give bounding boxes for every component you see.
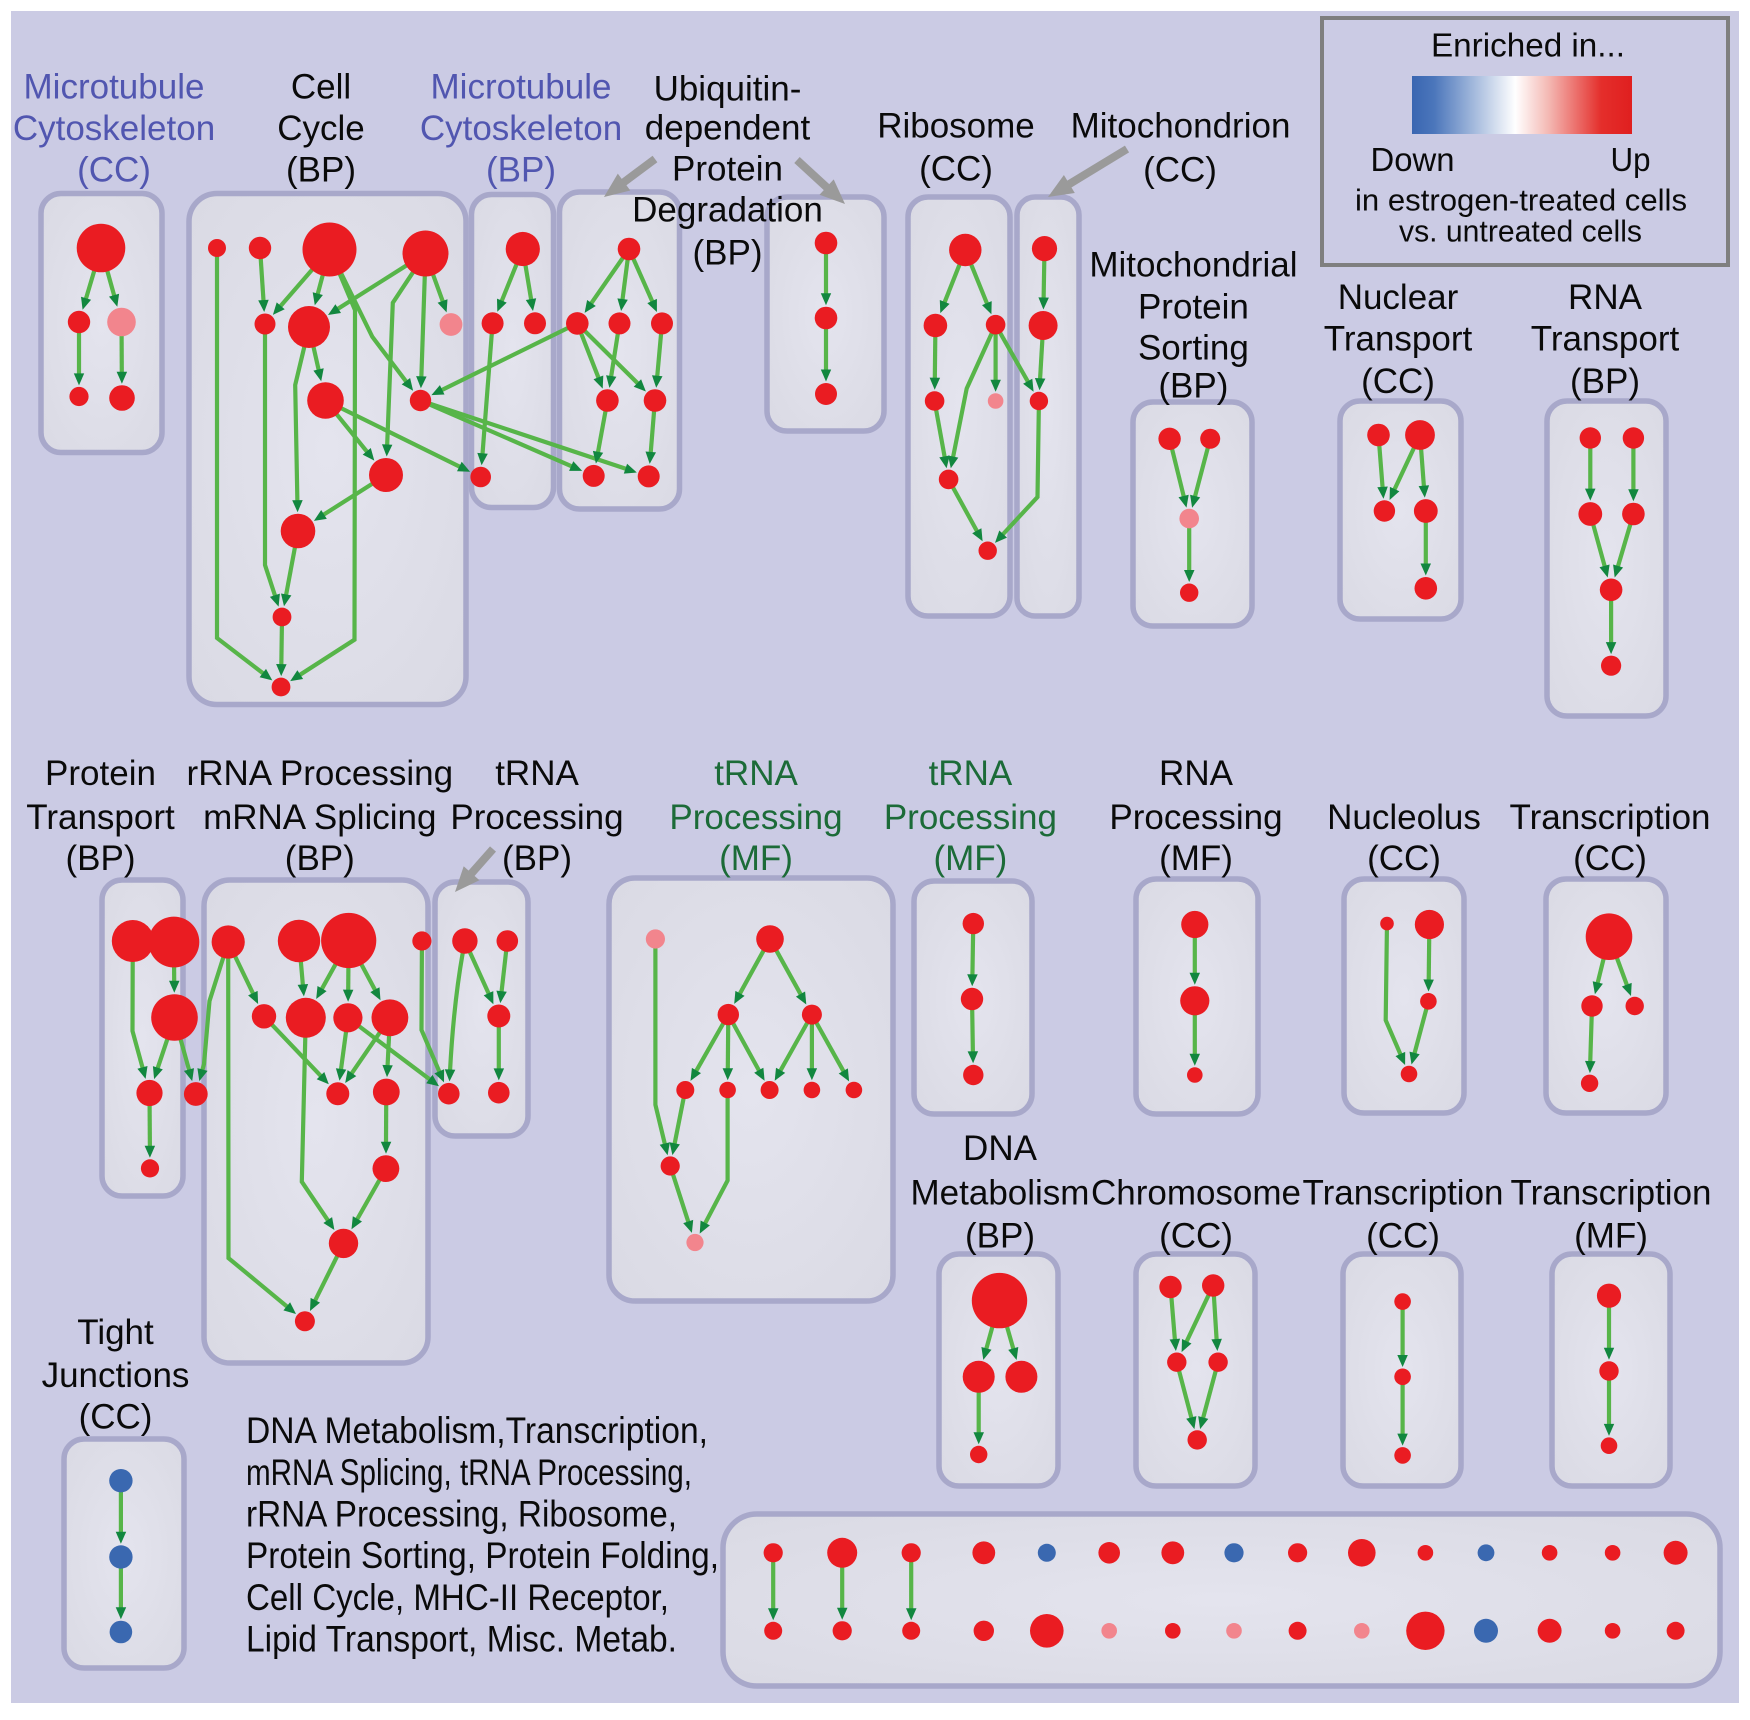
svg-text:(BP): (BP) (1570, 362, 1640, 401)
svg-text:tRNA: tRNA (929, 754, 1013, 793)
svg-text:(CC): (CC) (1366, 1217, 1440, 1256)
svg-text:Lipid Transport, Misc. Metab.: Lipid Transport, Misc. Metab. (246, 1619, 677, 1660)
svg-text:Protein: Protein (45, 754, 156, 793)
svg-text:tRNA: tRNA (714, 754, 798, 793)
svg-text:Mitochondrion: Mitochondrion (1071, 107, 1291, 146)
svg-text:Transport: Transport (1324, 320, 1473, 359)
svg-text:(CC): (CC) (1573, 839, 1647, 878)
svg-text:Ribosome: Ribosome (877, 107, 1035, 146)
svg-text:DNA Metabolism,Transcription,: DNA Metabolism,Transcription, (246, 1410, 708, 1451)
svg-text:Nucleolus: Nucleolus (1327, 798, 1481, 837)
svg-text:(MF): (MF) (1159, 839, 1233, 878)
svg-text:(BP): (BP) (66, 839, 136, 878)
svg-text:Enriched in...: Enriched in... (1431, 27, 1625, 64)
svg-text:Processing: Processing (669, 798, 842, 837)
svg-text:tRNA: tRNA (495, 754, 579, 793)
svg-text:(BP): (BP) (693, 234, 763, 273)
svg-text:(MF): (MF) (1574, 1217, 1648, 1256)
svg-text:in estrogen-treated cells: in estrogen-treated cells (1355, 183, 1687, 218)
svg-text:Cell Cycle, MHC-II Receptor,: Cell Cycle, MHC-II Receptor, (246, 1577, 669, 1618)
svg-text:Cytoskeleton: Cytoskeleton (420, 109, 622, 148)
svg-text:(CC): (CC) (79, 1397, 153, 1436)
svg-text:Nuclear: Nuclear (1338, 278, 1459, 317)
svg-text:(CC): (CC) (919, 150, 993, 189)
svg-text:Down: Down (1371, 141, 1455, 178)
svg-text:(MF): (MF) (719, 839, 793, 878)
svg-text:Mitochondrial: Mitochondrial (1089, 246, 1297, 285)
svg-text:Ubiquitin-: Ubiquitin- (654, 70, 802, 109)
svg-text:Junctions: Junctions (42, 1356, 190, 1395)
svg-text:(CC): (CC) (1143, 151, 1217, 190)
svg-text:Microtubule: Microtubule (24, 68, 205, 107)
svg-text:Degradation: Degradation (632, 191, 823, 230)
svg-text:dependent: dependent (645, 109, 811, 148)
svg-text:Cytoskeleton: Cytoskeleton (13, 109, 215, 148)
svg-text:(CC): (CC) (77, 151, 151, 190)
svg-text:mRNA Splicing, tRNA Processing: mRNA Splicing, tRNA Processing, (246, 1452, 692, 1493)
svg-text:(CC): (CC) (1159, 1217, 1233, 1256)
svg-text:mRNA Splicing: mRNA Splicing (203, 798, 436, 837)
svg-text:Transcription: Transcription (1510, 798, 1711, 837)
svg-text:(BP): (BP) (502, 839, 572, 878)
svg-text:Processing: Processing (450, 798, 623, 837)
svg-text:Transport: Transport (1531, 320, 1680, 359)
svg-text:Cell: Cell (291, 68, 351, 107)
svg-text:rRNA Processing: rRNA Processing (187, 754, 453, 793)
svg-text:RNA: RNA (1568, 278, 1643, 317)
svg-text:Tight: Tight (77, 1313, 154, 1352)
svg-text:Transport: Transport (26, 798, 175, 837)
svg-text:Processing: Processing (1109, 798, 1282, 837)
svg-text:Protein: Protein (672, 150, 783, 189)
svg-text:Up: Up (1611, 141, 1651, 178)
svg-text:Protein: Protein (1138, 288, 1249, 327)
svg-text:(MF): (MF) (933, 839, 1007, 878)
svg-text:Cycle: Cycle (277, 109, 365, 148)
svg-text:(CC): (CC) (1361, 362, 1435, 401)
svg-text:Protein Sorting, Protein Foldi: Protein Sorting, Protein Folding, (246, 1535, 719, 1576)
svg-text:Transcription: Transcription (1511, 1174, 1712, 1213)
svg-text:DNA: DNA (963, 1129, 1038, 1168)
svg-text:RNA: RNA (1159, 754, 1234, 793)
svg-text:Microtubule: Microtubule (431, 68, 612, 107)
svg-text:rRNA Processing, Ribosome,: rRNA Processing, Ribosome, (246, 1494, 677, 1535)
svg-text:Transcription: Transcription (1303, 1174, 1504, 1213)
svg-text:Chromosome: Chromosome (1091, 1174, 1301, 1213)
svg-text:(BP): (BP) (285, 839, 355, 878)
svg-text:(BP): (BP) (486, 151, 556, 190)
svg-text:Processing: Processing (884, 798, 1057, 837)
svg-text:(BP): (BP) (286, 151, 356, 190)
svg-text:(BP): (BP) (965, 1217, 1035, 1256)
svg-text:(CC): (CC) (1367, 839, 1441, 878)
svg-text:Sorting: Sorting (1138, 329, 1249, 368)
svg-text:Metabolism: Metabolism (911, 1174, 1090, 1213)
svg-text:vs. untreated cells: vs. untreated cells (1399, 214, 1642, 249)
svg-text:(BP): (BP) (1158, 367, 1228, 406)
